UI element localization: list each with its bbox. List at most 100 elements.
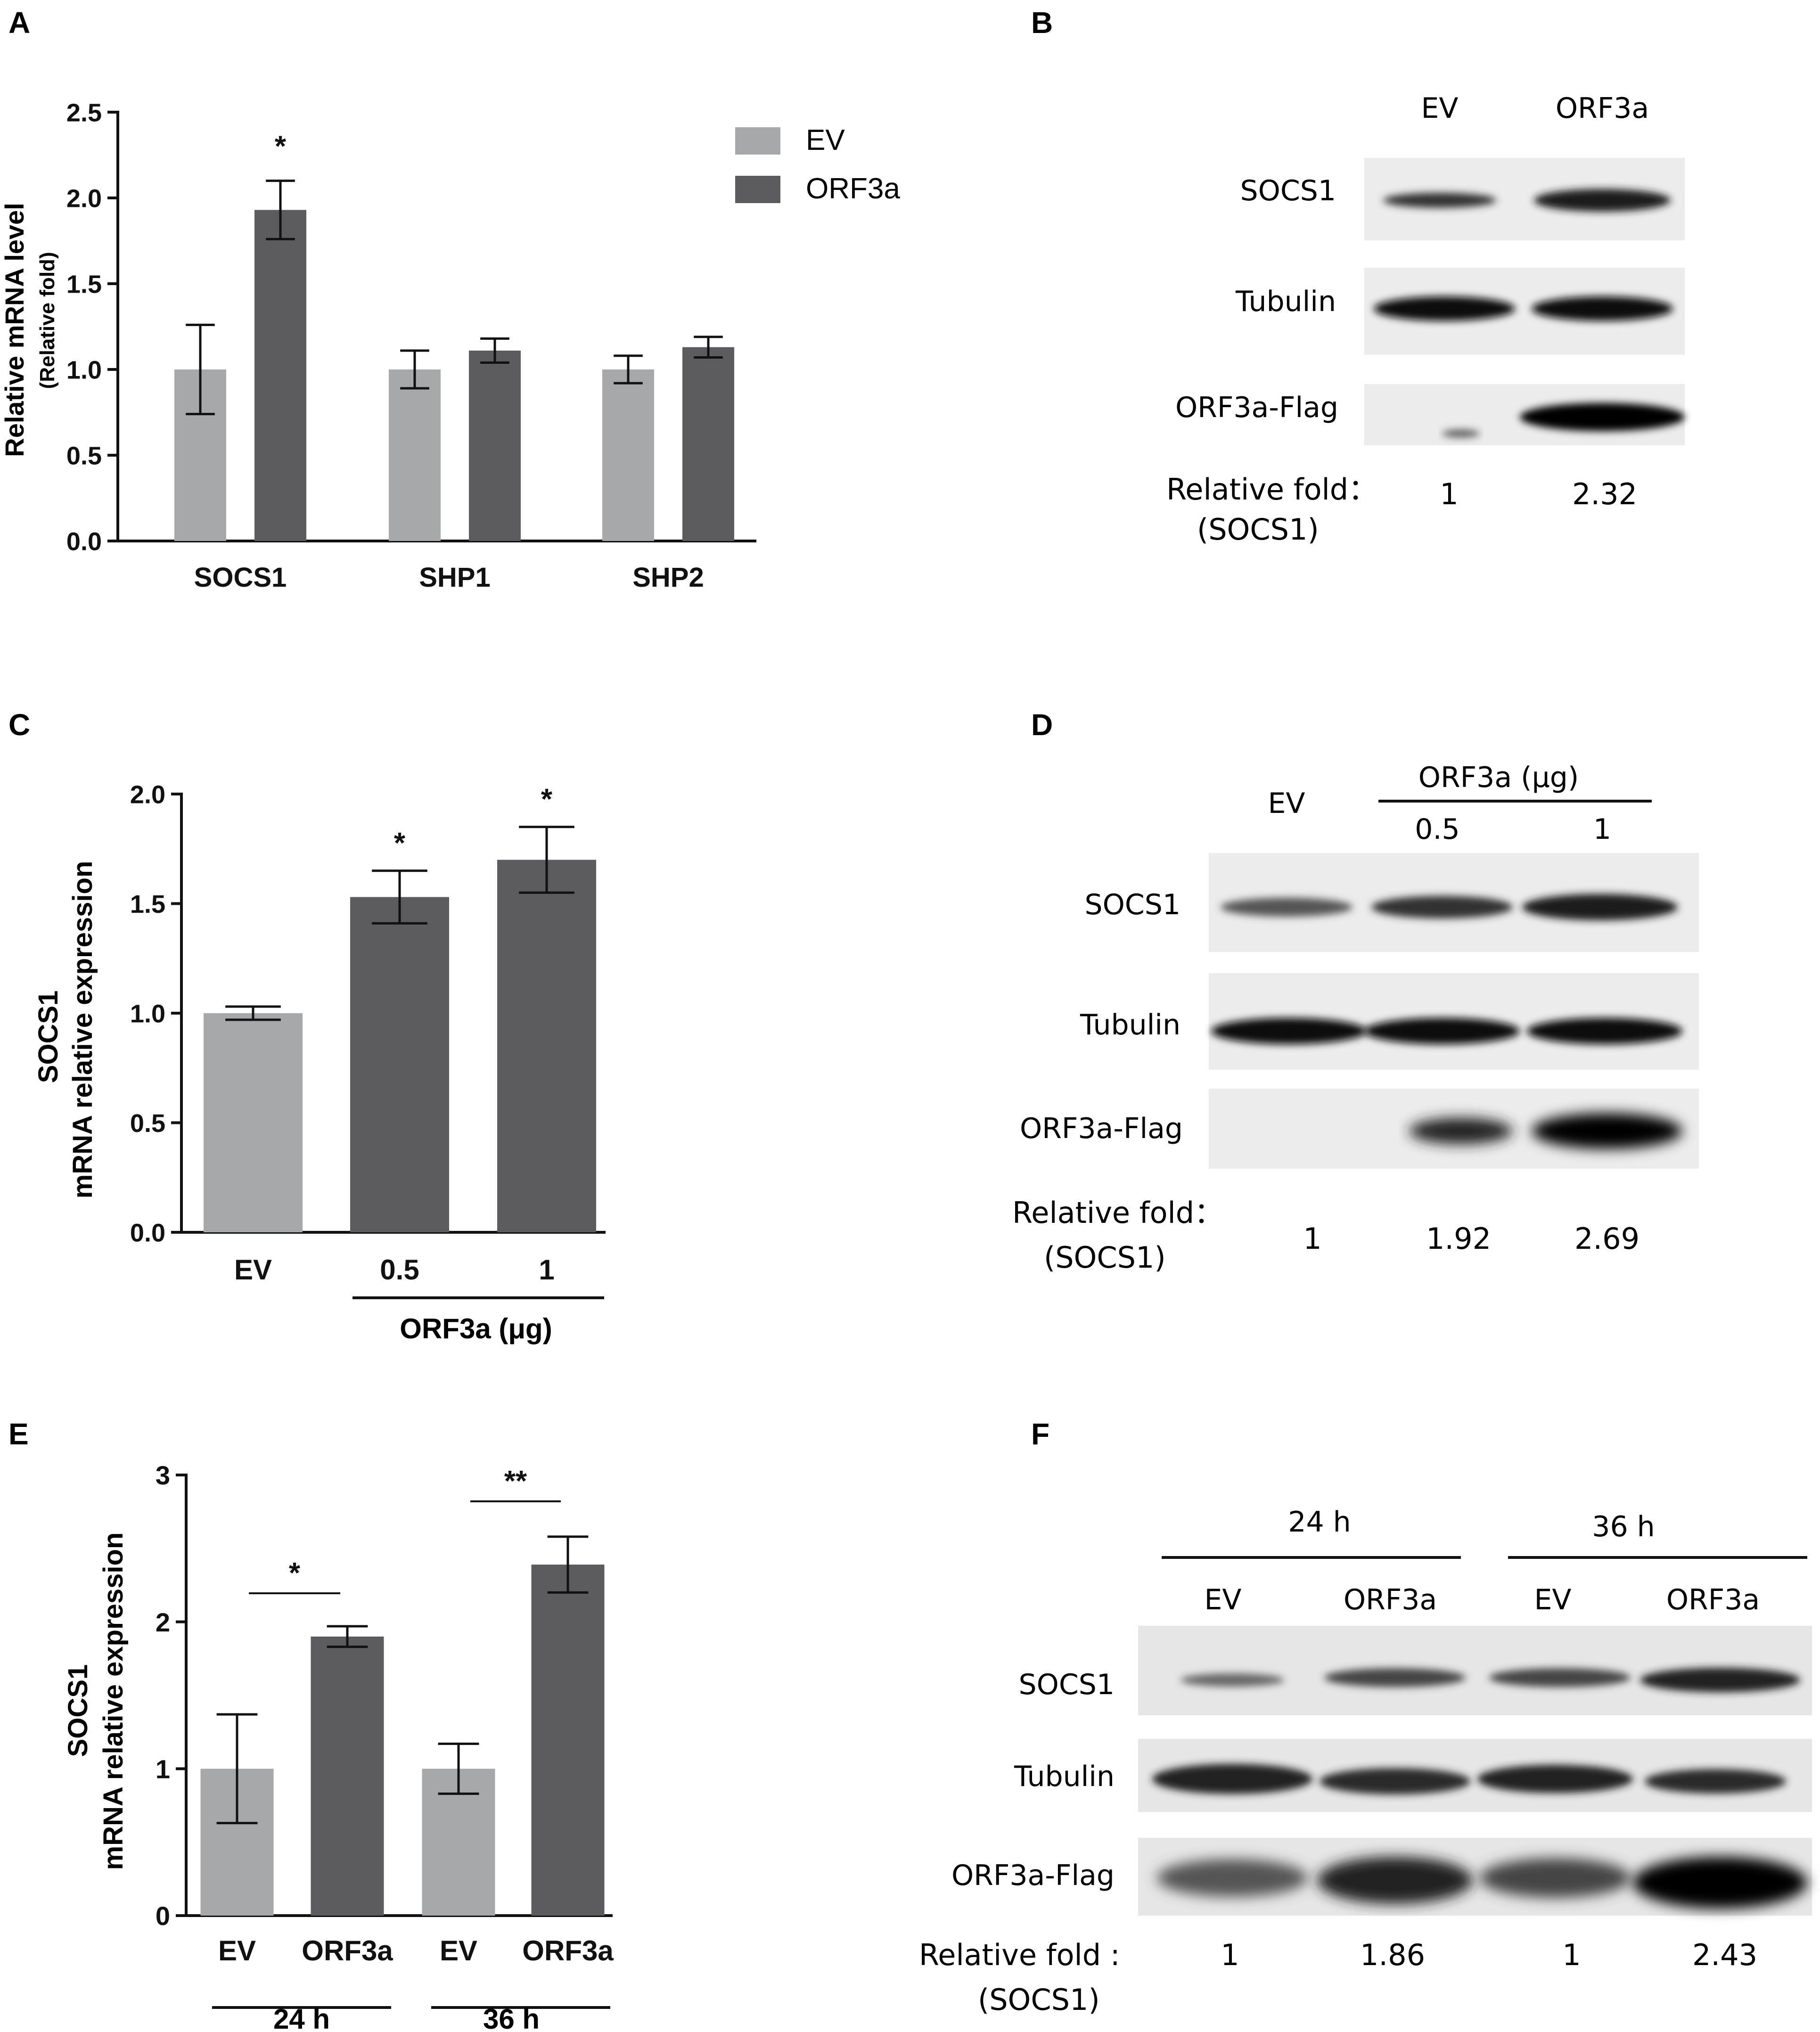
- blot-f-band-socs1-1: [1181, 1673, 1284, 1687]
- blot-b-band-tubulin-ev: [1374, 296, 1515, 321]
- chart-e-category-label: EV: [440, 1935, 477, 1966]
- blot-f-band-tubulin-2: [1320, 1768, 1470, 1794]
- chart-e-ylabel-2: mRNA relative expression: [98, 1532, 129, 1870]
- legend-swatch-ev: [735, 127, 780, 155]
- chart-c: 0.0 0.5 1.0 1.5 2.0 EV 0.5 * 1 *: [130, 780, 606, 1286]
- blot-d-fold-3: 2.69: [1574, 1221, 1640, 1256]
- blot-b-fold-label-2: (SOCS1): [1197, 512, 1319, 547]
- legend-swatch-orf3a: [735, 176, 780, 203]
- blot-f-row-flag: ORF3a-Flag: [951, 1859, 1115, 1892]
- chart-e-significance-star: **: [504, 1465, 527, 1498]
- blot-d-row-socs1: SOCS1: [1085, 888, 1181, 921]
- blot-d-group-label: ORF3a (μg): [1418, 761, 1579, 794]
- chart-a-legend: EV ORF3a: [735, 124, 900, 205]
- chart-a-ytick-label: 2.0: [66, 184, 102, 213]
- chart-c-category-label: 1: [539, 1254, 554, 1286]
- panel-letter-f: F: [1031, 1417, 1049, 1451]
- chart-c-bar-3: [497, 860, 596, 1232]
- chart-c-bar-2: [350, 897, 449, 1232]
- chart-a-bar-shp1-orf3a: [469, 350, 521, 541]
- chart-a-category-label: SOCS1: [194, 562, 287, 593]
- blot-f-lane-1: EV: [1205, 1583, 1242, 1616]
- chart-c-group-label: ORF3a (μg): [400, 1313, 552, 1344]
- blot-b-band-flag-ev: [1442, 430, 1480, 437]
- chart-e-ytick-label: 1: [156, 1754, 170, 1784]
- chart-e-group-label-24h: 24 h: [273, 2003, 330, 2032]
- chart-c-significance-star: *: [394, 827, 406, 860]
- blot-d-band-socs1-3: [1522, 894, 1678, 920]
- chart-c-ytick-label: 1.0: [130, 1000, 165, 1028]
- chart-a-bar-shp1-ev: [389, 369, 441, 541]
- chart-c-ylabel-2: mRNA relative expression: [67, 861, 98, 1199]
- chart-c-category-label: EV: [234, 1254, 272, 1286]
- blot-f-fold-label: Relative fold :: [919, 1938, 1120, 1972]
- blot-f-band-tubulin-1: [1152, 1764, 1312, 1794]
- chart-c-bar-1: [204, 1013, 303, 1232]
- blot-f-band-flag-2: [1317, 1857, 1473, 1904]
- blot-f-band-tubulin-4: [1645, 1769, 1786, 1794]
- panel-letter-a: A: [8, 6, 30, 40]
- chart-a-ytick-label: 1.5: [66, 270, 102, 298]
- blot-f-time-36h: 36 h: [1592, 1510, 1655, 1543]
- blot-f-fold-label-2: (SOCS1): [978, 1983, 1100, 2017]
- blot-f-band-flag-1: [1157, 1859, 1308, 1897]
- chart-a-category-label: SHP1: [419, 562, 491, 593]
- blot-d-band-socs1-1: [1221, 898, 1353, 917]
- blot-f-band-flag-3: [1480, 1858, 1631, 1898]
- chart-c-ytick-label: 2.0: [130, 780, 165, 809]
- chart-a: 0.0 0.5 1.0 1.5 2.0 2.5 SOCS1 * SHP1 SHP2: [66, 98, 756, 593]
- chart-e-group-label-36h: 36 h: [483, 2003, 540, 2032]
- blot-b-row-tubulin: Tubulin: [1235, 285, 1336, 318]
- blot-d-fold-label-2: (SOCS1): [1044, 1240, 1166, 1275]
- blot-b-band-flag-orf3a: [1520, 403, 1685, 431]
- chart-e-category-label: EV: [218, 1935, 256, 1966]
- blot-d-band-flag-3: [1532, 1113, 1682, 1149]
- blot-f-row-socs1: SOCS1: [1019, 1668, 1115, 1701]
- chart-c-significance-star: *: [541, 783, 553, 816]
- chart-a-ylabel-2: (Relative fold): [36, 252, 59, 389]
- chart-a-ytick-label: 0.0: [66, 527, 102, 556]
- chart-a-ytick-label: 0.5: [66, 442, 102, 470]
- blot-f-band-socs1-2: [1324, 1668, 1466, 1687]
- blot-f-band-tubulin-3: [1477, 1765, 1633, 1793]
- blot-d: EV ORF3a (μg) 0.5 1 SOCS1 Tubulin ORF3a-…: [1012, 761, 1699, 1275]
- blot-f-band-flag-4: [1633, 1857, 1807, 1909]
- chart-e-category-label: ORF3a: [302, 1935, 393, 1966]
- blot-b-band-socs1-ev: [1383, 193, 1496, 208]
- blot-d-row-tubulin: Tubulin: [1080, 1008, 1181, 1041]
- blot-d-fold-2: 1.92: [1426, 1221, 1491, 1256]
- panel-letter-d: D: [1031, 708, 1053, 742]
- chart-e-ytick-label: 0: [156, 1901, 170, 1931]
- blot-b-row-socs1: SOCS1: [1240, 174, 1336, 207]
- chart-e-bar-2: [311, 1636, 384, 1916]
- blot-b-band-tubulin-orf3a: [1532, 296, 1673, 321]
- blot-b-fold-orf3a: 2.32: [1572, 477, 1637, 511]
- panel-letter-c: C: [8, 708, 30, 742]
- blot-d-lane-dose-1: 0.5: [1415, 813, 1459, 846]
- chart-e-ytick-label: 2: [156, 1607, 170, 1637]
- blot-f-band-socs1-3: [1489, 1668, 1631, 1687]
- chart-e-significance-star: *: [289, 1557, 301, 1590]
- blot-d-band-tubulin-3: [1527, 1018, 1682, 1044]
- panel-letter-b: B: [1031, 6, 1053, 40]
- chart-c-ylabel: SOCS1: [33, 991, 64, 1083]
- blot-f-lane-2: ORF3a: [1344, 1583, 1437, 1616]
- blot-b-lane-ev: EV: [1421, 92, 1459, 125]
- chart-c-ytick-label: 0.0: [130, 1219, 165, 1247]
- blot-f-lane-4: ORF3a: [1666, 1583, 1760, 1616]
- blot-d-lane-dose-2: 1: [1593, 813, 1611, 846]
- blot-f-fold-1: 1: [1221, 1938, 1239, 1972]
- chart-e-ylabel: SOCS1: [63, 1664, 93, 1757]
- chart-a-category-label: SHP2: [632, 562, 704, 593]
- blot-f-lane-3: EV: [1534, 1583, 1572, 1616]
- chart-a-bar-socs1-orf3a: [254, 210, 306, 541]
- blot-d-row-flag: ORF3a-Flag: [1020, 1112, 1183, 1145]
- chart-c-ytick-label: 1.5: [130, 890, 165, 918]
- blot-f-row-tubulin: Tubulin: [1014, 1760, 1115, 1793]
- blot-f-time-24h: 24 h: [1288, 1506, 1351, 1539]
- blot-b-lane-orf3a: ORF3a: [1556, 92, 1649, 125]
- panel-letter-e: E: [8, 1417, 29, 1451]
- legend-label-ev: EV: [806, 124, 845, 156]
- chart-a-significance-star: *: [275, 131, 287, 163]
